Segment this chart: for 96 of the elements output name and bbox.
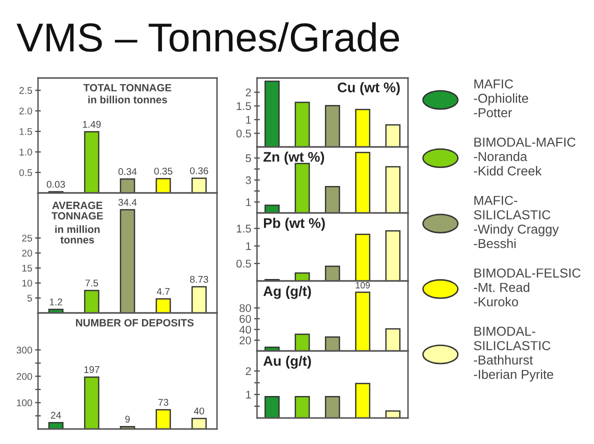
data-label: 34.4 (118, 198, 137, 206)
bar (385, 328, 400, 351)
data-label: 8.73 (190, 276, 208, 283)
y-tick-label: 2 (246, 88, 251, 96)
bar (264, 346, 280, 351)
y-tick-label: 1 (246, 116, 251, 124)
bar (294, 396, 310, 418)
y-tick-label: 3 (246, 176, 251, 184)
bar (48, 422, 64, 429)
chart-title: NUMBER OF DEPOSITS (76, 319, 194, 326)
y-tick-label: 1 (246, 390, 251, 399)
bar (324, 266, 340, 281)
y-tick-label: 2.0 (19, 108, 32, 114)
y-tick-label: 25 (22, 234, 32, 242)
bar (120, 209, 136, 313)
data-label: 1.2 (50, 298, 62, 306)
y-tick-label: 60 (240, 314, 252, 323)
data-label: 40 (194, 408, 204, 414)
bar (385, 410, 400, 418)
bar (385, 230, 400, 281)
bar (264, 204, 280, 213)
bar (355, 382, 370, 418)
y-tick-label: 1 (246, 242, 251, 250)
legend-label: MAFIC -Ophiolite -Potter (474, 79, 528, 118)
y-tick-label: 300 (16, 346, 32, 354)
chart-title: Zn (wt %) (263, 152, 324, 165)
data-label: 1.49 (82, 120, 101, 128)
bar (294, 272, 310, 281)
y-tick-label: 1.5 (236, 224, 251, 233)
legend-label: BIMODAL- SILICLASTIC -Bathhurst -Iberian Pyrite (474, 326, 554, 382)
bar (84, 376, 100, 429)
chart-title: Pb (wt %) (264, 218, 325, 231)
bar (355, 108, 370, 147)
data-label: 109 (356, 282, 370, 288)
bar (294, 334, 310, 351)
bar (191, 178, 207, 193)
y-tick-label: 1.5 (20, 128, 32, 136)
data-label: 197 (84, 366, 100, 374)
data-label: 4.7 (156, 288, 170, 295)
text: AVERAGE TONNAGE (52, 202, 103, 220)
chart-title: Ag (g/t) (263, 286, 311, 299)
y-tick-label: 100 (16, 399, 32, 406)
bar (355, 234, 370, 281)
legend-label: BIMODAL-MAFIC -Noranda -Kidd Creek (474, 138, 576, 176)
y-tick-label: 5 (27, 294, 32, 302)
legend-label: MAFIC- SILICLASTIC -Windy Craggy -Besshi (474, 196, 559, 248)
chart-title: TOTAL TONNAGE (83, 84, 172, 92)
y-tick-label: 0.5 (19, 169, 32, 176)
y-tick-label: 2.5 (19, 87, 32, 94)
data-label: 7.5 (85, 280, 98, 286)
y-tick-label: 1 (246, 198, 251, 206)
y-tick-label: 40 (239, 326, 252, 334)
data-label: 0.35 (154, 168, 172, 175)
text: in billion tonnes (88, 96, 168, 104)
bar (355, 292, 370, 351)
legend-label: BIMODAL-FELSIC -Mt. Read -Kuroko (474, 268, 581, 306)
bar (385, 124, 400, 147)
y-tick-label: 80 (240, 304, 252, 312)
bar (191, 286, 207, 313)
y-tick-label: 5 (246, 154, 251, 162)
y-tick-label: 20 (22, 250, 32, 257)
bar (355, 152, 370, 213)
data-label: 9 (125, 416, 130, 423)
bar (264, 396, 280, 418)
bar (324, 105, 340, 147)
bar (156, 178, 171, 193)
chart-title: Cu (wt %) (338, 82, 400, 96)
y-tick-label: 200 (16, 373, 32, 380)
bar (324, 396, 340, 418)
y-tick-label: 0.5 (236, 130, 251, 138)
y-tick-label: 1.5 (236, 102, 251, 110)
bar (294, 102, 310, 147)
bar (264, 80, 280, 147)
bar (84, 131, 100, 193)
y-tick-label: 2 (246, 367, 251, 376)
y-tick-label: 20 (240, 336, 252, 344)
data-label: 0.36 (190, 167, 208, 174)
text: in million tonnes (55, 225, 100, 244)
bar (385, 166, 400, 213)
y-tick-label: 10 (22, 280, 32, 287)
y-tick-label: 15 (22, 264, 32, 272)
data-label: 24 (50, 412, 62, 419)
text: VMS – Tonnes/Grade (16, 22, 400, 52)
bar (324, 336, 340, 351)
bar (156, 409, 171, 429)
bar (120, 178, 136, 193)
bar (84, 290, 100, 313)
data-label: 73 (158, 398, 168, 406)
data-label: 0.34 (118, 168, 137, 176)
bar (156, 298, 171, 313)
data-label: 0.03 (46, 180, 65, 188)
bar (324, 186, 340, 213)
bar (191, 418, 207, 429)
y-tick-label: 0.5 (236, 260, 251, 268)
y-tick-label: 1.0 (20, 148, 32, 156)
chart-title: Au (g/t) (263, 356, 311, 369)
